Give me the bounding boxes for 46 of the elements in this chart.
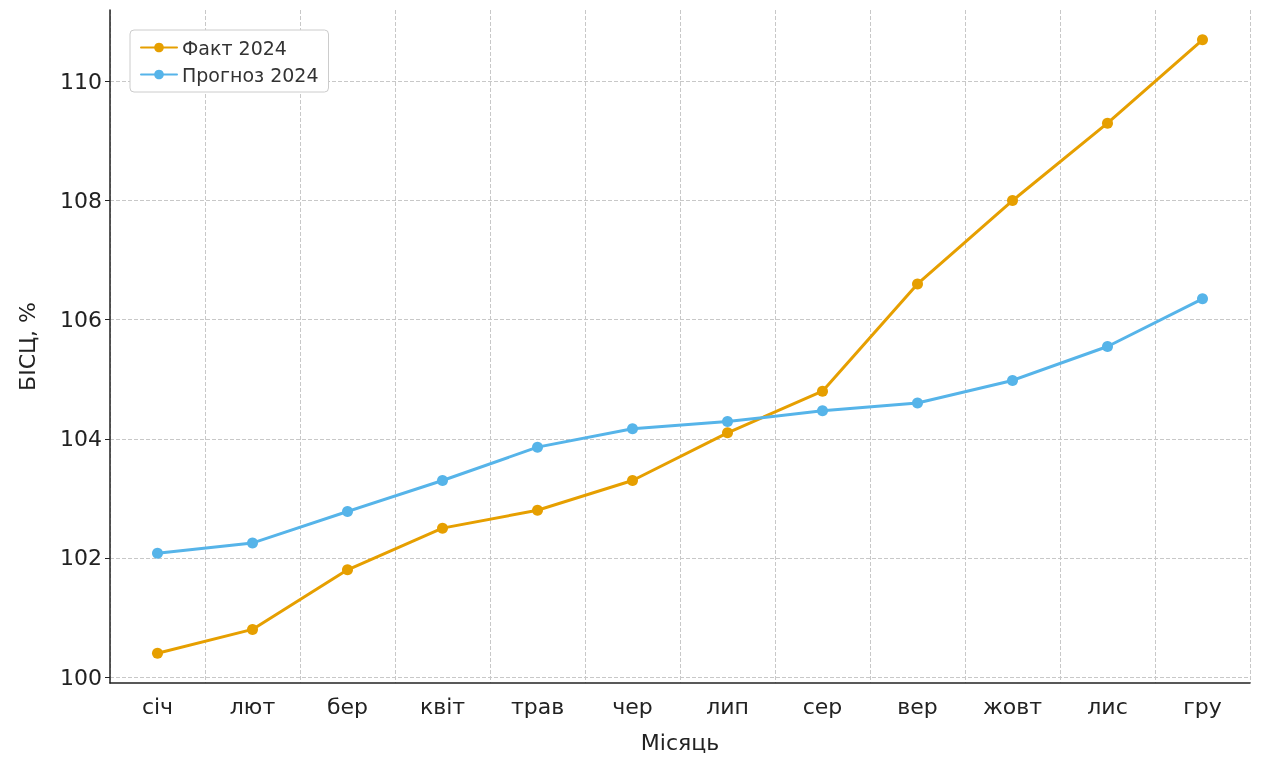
- point: [722, 427, 733, 439]
- y-tick-label: 104: [60, 426, 102, 452]
- x-tick-label: чер: [612, 693, 653, 719]
- legend-label: Факт 2024: [182, 36, 287, 59]
- point: [437, 475, 448, 486]
- y-tick-label: 106: [60, 307, 102, 333]
- point: [1197, 293, 1208, 305]
- point: [247, 623, 258, 635]
- point: [247, 537, 258, 549]
- point: [532, 441, 543, 453]
- point: [152, 647, 163, 659]
- point: [1007, 195, 1018, 207]
- point: [627, 423, 638, 435]
- point: [1102, 341, 1113, 352]
- legend-label: Прогноз 2024: [182, 63, 319, 86]
- x-axis-title: Місяць: [640, 729, 720, 755]
- x-tick-label: гру: [1183, 693, 1222, 719]
- point: [437, 522, 448, 534]
- y-tick-label: 108: [60, 188, 102, 214]
- x-tick-label: січ: [141, 693, 174, 719]
- point: [912, 278, 923, 290]
- point: [152, 547, 163, 559]
- point: [342, 564, 353, 576]
- x-tick-label: квіт: [419, 693, 466, 719]
- point: [627, 475, 638, 486]
- point: [1007, 374, 1018, 386]
- point: [817, 405, 828, 417]
- point: [722, 416, 733, 428]
- point: [1197, 34, 1208, 46]
- x-tick-label: трав: [510, 693, 565, 719]
- x-tick-label: сер: [802, 693, 843, 719]
- x-tick-label: лип: [706, 693, 749, 719]
- point: [342, 505, 353, 517]
- y-tick-label: 100: [60, 664, 102, 690]
- x-tick-label: лют: [229, 693, 276, 719]
- x-tick-label: жовт: [982, 693, 1043, 719]
- x-tick-label: вер: [897, 693, 938, 719]
- x-tick-label: бер: [326, 693, 369, 719]
- y-axis-title: БІСЦ, %: [14, 302, 40, 391]
- point: [532, 504, 543, 516]
- point: [912, 397, 923, 409]
- x-tick-label: лис: [1087, 693, 1128, 719]
- point: [1102, 117, 1113, 129]
- point: [817, 385, 828, 397]
- y-tick-label: 102: [60, 545, 102, 571]
- y-tick-label: 110: [60, 68, 102, 94]
